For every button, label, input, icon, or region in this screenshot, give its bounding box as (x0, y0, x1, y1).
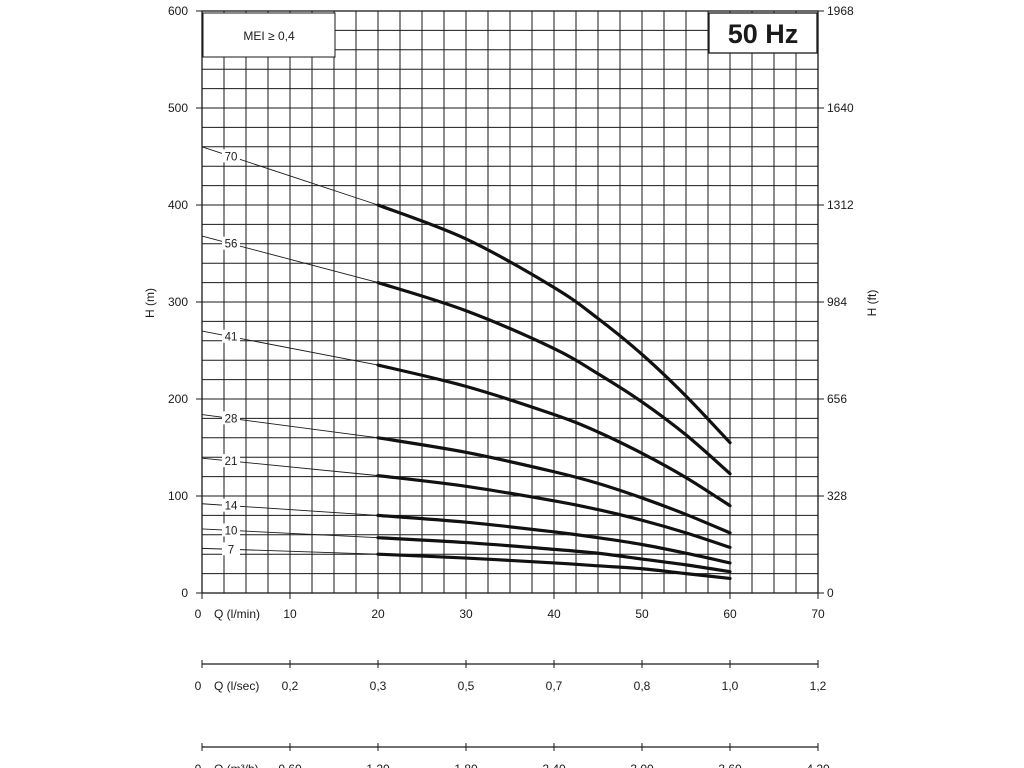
pump-curve-56 (376, 281, 732, 476)
secondary-axis-tick-label: 0,7 (546, 679, 563, 693)
y-right-tick-label: 984 (827, 295, 847, 309)
stage-label-28: 28 (225, 413, 238, 425)
stage-label-bg (222, 454, 240, 468)
x-tick-label: 10 (283, 607, 297, 621)
frequency-badge: 50 Hz (708, 12, 818, 54)
pump-curve-14 (376, 513, 732, 565)
secondary-axis-tick-label: 0,2 (282, 679, 299, 693)
secondary-axis-tick-label: 0,8 (634, 679, 651, 693)
y-axis-left-title: H (m) (143, 288, 157, 318)
stage-label-bg (222, 498, 240, 512)
grid (201, 10, 819, 594)
secondary-flow-axes: 0 0,2 0,3 0,5 0,7 0,8 1,0 1,2 Q (l/sec) 0 0,60 1,20… (195, 660, 830, 768)
secondary-axis-tick-label: 2,40 (542, 762, 566, 768)
y-axis-right-title: H (ft) (865, 290, 879, 317)
y-right-tick-label: 1312 (827, 198, 854, 212)
x-tick-label: 20 (371, 607, 385, 621)
secondary-axis-tick-label: 1,0 (722, 679, 739, 693)
secondary-axis-tick-label: 0 (195, 762, 202, 768)
efficiency-legend: MEI ≥ 0,4 (202, 12, 336, 58)
y-left-tick-label: 400 (168, 198, 188, 212)
y-right-tick-label: 656 (827, 392, 847, 406)
stage-label-bg (222, 236, 240, 250)
y-left-tick-label: 300 (168, 295, 188, 309)
stage-label-bg (222, 149, 240, 163)
secondary-axis-tick-label: 0,3 (370, 679, 387, 693)
efficiency-label: MEI ≥ 0,4 (243, 29, 295, 43)
pump-curve-10 (376, 536, 732, 574)
x-axis-primary-title: Q (l/min) (214, 607, 260, 621)
secondary-axis-tick-label: 0 (195, 679, 202, 693)
stage-label-10: 10 (225, 525, 238, 537)
stage-label-bg (222, 329, 240, 343)
pump-curve-70 (376, 203, 732, 445)
secondary-axis-tick-label: 0,60 (278, 762, 302, 768)
stage-label-70: 70 (225, 151, 238, 163)
secondary-axis-tick-label: 0,5 (458, 679, 475, 693)
x-tick-label: 60 (723, 607, 737, 621)
y-right-tick-label: 328 (827, 489, 847, 503)
y-left-tick-label: 600 (168, 4, 188, 18)
pump-curve-7 (376, 552, 732, 581)
x-tick-label: 70 (811, 607, 825, 621)
stage-label-41: 41 (225, 332, 238, 344)
stage-labels: 70 56 41 28 21 14 10 7 (222, 149, 240, 556)
stage-label-14: 14 (225, 501, 238, 513)
secondary-axis-tick-label: 3,00 (630, 762, 654, 768)
y-left-tick-label: 200 (168, 392, 188, 406)
y-axis-right-ticks: 0 328 656 984 1312 1640 1968 (818, 4, 854, 600)
stage-label-bg (222, 411, 240, 425)
pump-curve-28 (376, 436, 732, 535)
secondary-axis-tick-label: 1,2 (810, 679, 827, 693)
frequency-badge-box (708, 12, 818, 54)
x-tick-label: 50 (635, 607, 649, 621)
y-left-tick-label: 500 (168, 101, 188, 115)
y-right-tick-label: 1968 (827, 4, 854, 18)
y-axis-left-ticks: 0 100 200 300 400 500 600 (168, 4, 202, 600)
secondary-axis-title: Q (l/sec) (214, 679, 259, 693)
frequency-label: 50 Hz (728, 19, 799, 49)
x-tick-label: 40 (547, 607, 561, 621)
y-right-tick-label: 0 (827, 586, 834, 600)
secondary-axis-title: Q (m³/h) (214, 762, 259, 768)
y-left-tick-label: 0 (181, 586, 188, 600)
stage-label-bg (222, 542, 240, 556)
stage-label-bg (222, 523, 240, 537)
secondary-axis-tick-label: 3,60 (718, 762, 742, 768)
secondary-axis-tick-label: 1,80 (454, 762, 478, 768)
pump-curve-41 (376, 363, 732, 508)
x-axis-ticks: 0 10 20 30 40 50 60 70 (195, 593, 825, 621)
secondary-axis-tick-label: 1,20 (366, 762, 390, 768)
y-left-tick-label: 100 (168, 489, 188, 503)
stage-label-7: 7 (228, 544, 234, 556)
secondary-axis-tick-label: 4,20 (806, 762, 830, 768)
stage-label-21: 21 (225, 456, 238, 468)
x-tick-label: 0 (195, 607, 202, 621)
pump-curves (376, 203, 732, 581)
efficiency-legend-box (202, 12, 336, 58)
pump-curve-21 (376, 474, 732, 550)
x-tick-label: 30 (459, 607, 473, 621)
stage-label-56: 56 (225, 239, 238, 251)
y-right-tick-label: 1640 (827, 101, 854, 115)
